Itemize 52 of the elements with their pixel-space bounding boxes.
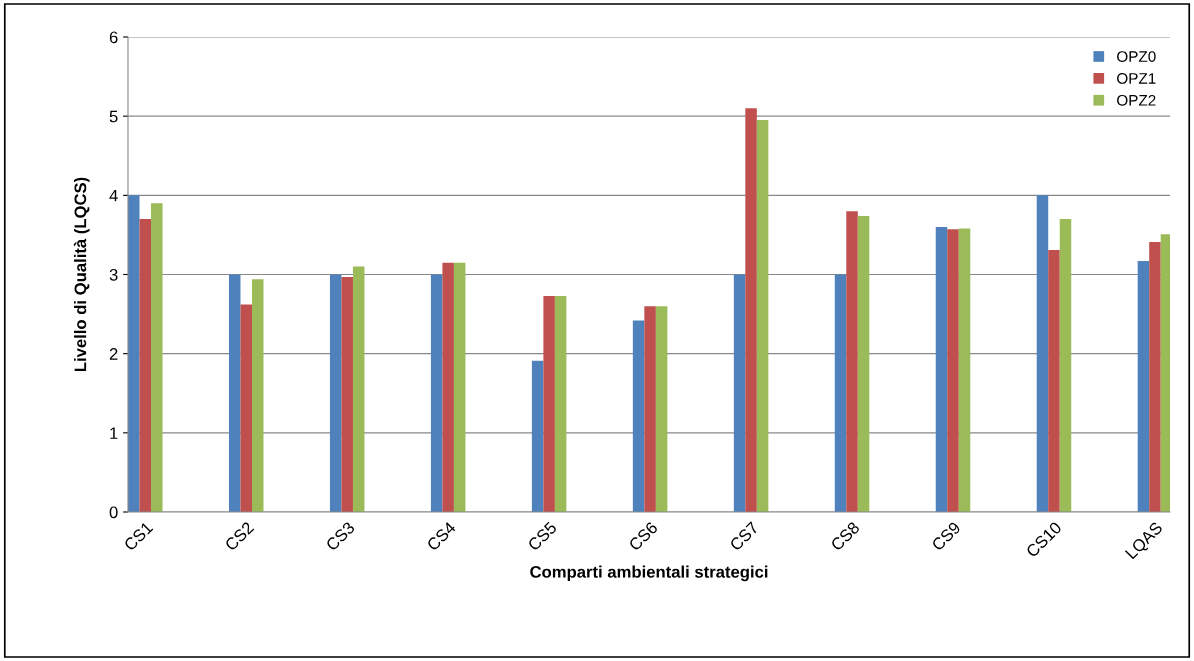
x-tick-label: CS1 (123, 521, 154, 552)
bar (655, 306, 668, 512)
bar (644, 306, 656, 512)
bar (531, 360, 544, 512)
y-tick-label: 6 (109, 31, 118, 44)
bar (228, 274, 241, 512)
bar (352, 266, 365, 512)
bar (958, 228, 971, 512)
bar (442, 262, 454, 512)
bar (1137, 261, 1150, 512)
x-tick-label: CS2 (224, 521, 255, 552)
bar (632, 320, 645, 512)
x-tick-label: CS4 (426, 520, 457, 552)
x-tick-label: CS6 (628, 521, 659, 552)
bar (1149, 242, 1161, 512)
legend-label: OPZ2 (1117, 94, 1156, 106)
bar (1048, 249, 1060, 512)
y-tick-label: 3 (109, 268, 118, 281)
bar (430, 274, 443, 512)
bar (453, 262, 466, 512)
y-tick-label: 4 (109, 189, 118, 202)
bar (251, 279, 264, 512)
bar (857, 215, 870, 512)
x-tick-label: CS9 (931, 521, 962, 552)
x-axis-title: Comparti ambientali strategici (530, 565, 768, 582)
x-tick-label: CS5 (527, 521, 558, 552)
y-tick-label: 2 (109, 348, 118, 360)
bar (935, 227, 948, 512)
y-tick-label: 1 (110, 427, 118, 439)
bar (756, 120, 769, 512)
x-tick-label: CS3 (325, 521, 356, 552)
bar (554, 295, 567, 512)
bar (834, 274, 847, 512)
bar (1059, 219, 1072, 512)
y-axis-title: Livello di Qualità (LQCS) (73, 177, 90, 372)
bar (139, 219, 152, 512)
bar (733, 274, 746, 512)
bar (846, 211, 858, 512)
bar (151, 203, 163, 512)
bar (240, 304, 252, 512)
bar (329, 274, 342, 512)
bar (947, 229, 959, 512)
bar (745, 108, 757, 512)
bar (1036, 195, 1049, 512)
legend-label: OPZ1 (1117, 73, 1156, 84)
y-tick-label: 5 (109, 110, 118, 123)
bar (341, 276, 353, 512)
x-tick-label: CS8 (830, 521, 861, 552)
bar (543, 295, 555, 512)
bar (128, 195, 140, 512)
y-tick-label: 0 (109, 506, 118, 519)
legend-label: OPZ0 (1117, 51, 1156, 62)
